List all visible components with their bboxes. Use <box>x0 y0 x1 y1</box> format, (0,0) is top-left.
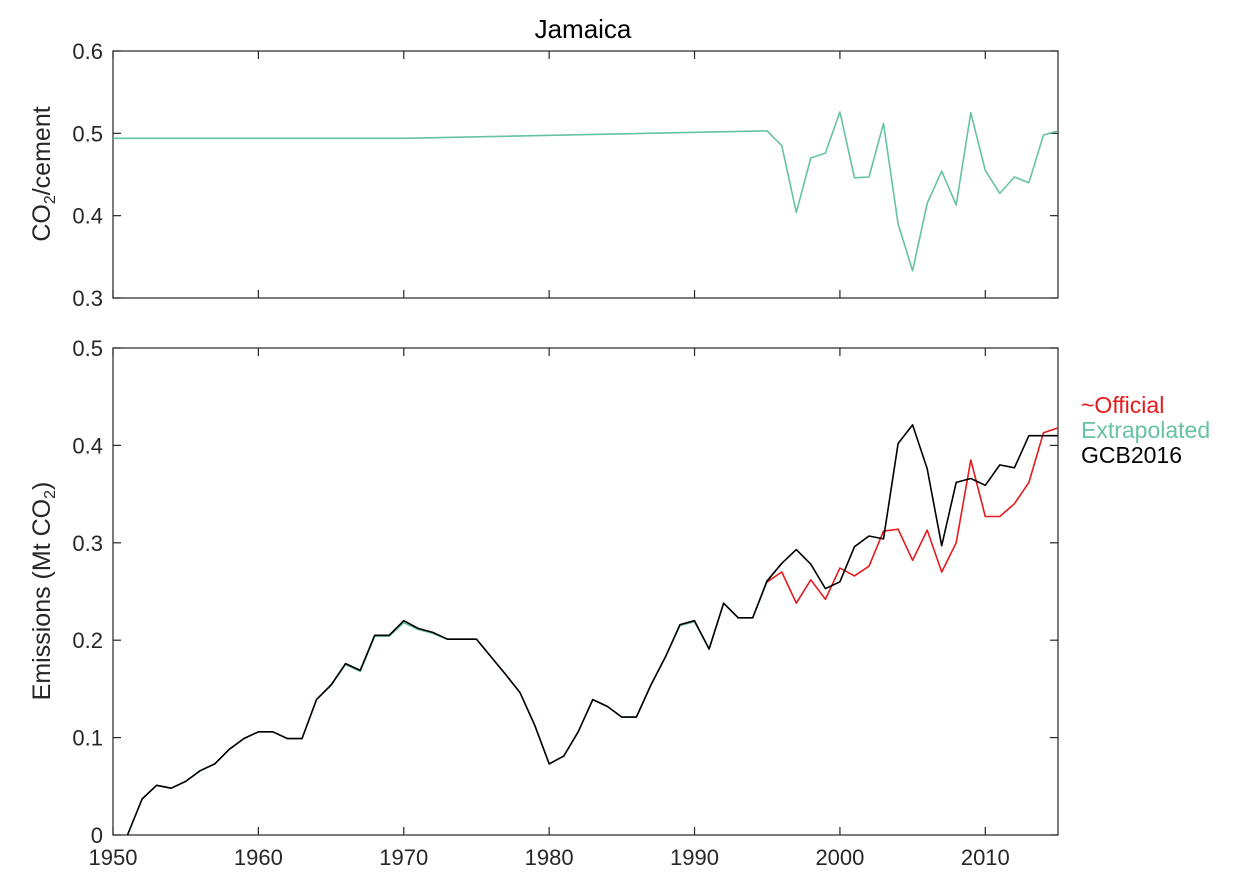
bottom-y-axis-label: Emissions (Mt CO2) <box>28 482 59 701</box>
x-tick-label: 2000 <box>815 845 864 870</box>
bottom-axes-box <box>112 347 1059 836</box>
chart-title: Jamaica <box>535 14 632 44</box>
top-y-tick-label: 0.4 <box>72 204 103 229</box>
bottom-y-tick-label: 0.1 <box>72 726 103 751</box>
top-series-line-extrapolated <box>113 111 1058 272</box>
legend-entry: Extrapolated <box>1081 417 1210 443</box>
x-tick-label: 1980 <box>525 845 574 870</box>
top-axes-box <box>112 50 1059 299</box>
bottom-y-tick-label: 0.2 <box>72 628 103 653</box>
top-y-tick-label: 0.3 <box>72 286 103 311</box>
top-panel-co2-cement: 0.3 0.4 0.5 0.6 CO2/cement <box>28 39 1059 311</box>
bottom-y-tick-label: 0.4 <box>72 433 103 458</box>
legend-entry: GCB2016 <box>1081 442 1182 468</box>
bottom-panel-emissions: 1950 1960 1970 1980 1990 2000 2010 0 0.1 0.2 0.3 0.… <box>28 336 1059 870</box>
top-y-tick-label: 0.6 <box>72 39 103 64</box>
bottom-series-line-gcb2016 <box>126 424 1058 835</box>
top-y-axis-label: CO2/cement <box>28 106 59 241</box>
x-tick-label: 1990 <box>670 845 719 870</box>
legend-entry: ~Official <box>1081 392 1164 418</box>
x-tick-label: 1970 <box>379 845 428 870</box>
x-tick-label: 1950 <box>89 845 138 870</box>
x-tick-label: 2010 <box>961 845 1010 870</box>
bottom-y-tick-label: 0.5 <box>72 336 103 361</box>
top-y-tick-label: 0.5 <box>72 121 103 146</box>
bottom-series-line-official <box>766 427 1058 605</box>
bottom-y-tick-label: 0 <box>91 823 103 848</box>
x-tick-label: 1960 <box>234 845 283 870</box>
bottom-y-tick-label: 0.3 <box>72 531 103 556</box>
